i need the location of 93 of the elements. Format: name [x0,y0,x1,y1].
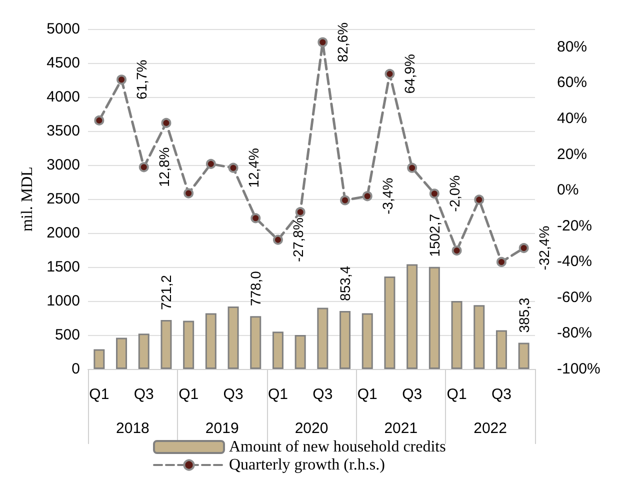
data-label: 721,2 [158,274,174,310]
bar [496,330,507,369]
data-label: 385,3 [516,298,532,333]
bar [250,316,262,369]
y2-tick-label: -80% [557,324,592,342]
data-label: 61,7% [134,60,150,100]
bar [116,338,128,369]
bar [183,320,194,369]
y2-tick-label: -60% [557,288,592,306]
point [116,74,127,85]
bar [160,320,172,369]
point [474,194,484,205]
y-tick-label: 1000 [46,292,80,310]
y-tick-label: 2500 [46,190,80,208]
point [272,234,283,245]
text: 2020 [294,420,328,437]
point [518,243,529,254]
bar [294,335,306,369]
x-tick-label: Q1 [178,386,199,403]
y-tick-label: 4500 [46,54,80,72]
x-tick-label: Q3 [223,386,244,403]
data-label: 1502,7 [426,214,442,257]
y-tick-label: 0 [72,360,80,378]
x-tick-label: Q3 [491,386,512,403]
bar [317,308,328,369]
bar [272,332,284,369]
x-tick-label: Q1 [357,386,378,403]
data-label: -32,4% [536,226,552,270]
bar [340,310,351,369]
bar [228,306,239,369]
bar [406,264,418,369]
y2-tick-label: 0% [557,182,579,199]
bar [94,349,105,369]
y2-tick-label: -100% [557,360,600,378]
data-label: 82,6% [334,22,351,62]
point [206,158,216,169]
point [161,118,172,128]
point [407,162,418,173]
y-tick-label: 4000 [46,88,80,106]
data-label: 778,0 [248,270,264,306]
data-label: -2,0% [446,175,462,212]
text: 2022 [474,420,507,437]
y-tick-label: 3500 [46,122,80,140]
bar [451,301,462,369]
data-label: 12,4% [245,148,262,188]
text: 2019 [205,420,239,437]
data-label: -3,4% [379,178,396,214]
point [362,191,372,202]
y-tick-label: 3000 [46,156,80,174]
point [384,68,395,79]
y-tick-label: 1500 [46,258,80,276]
y2-tick-label: 20% [557,146,588,163]
bar [474,305,485,369]
y2-tick-label: -20% [557,217,592,234]
text: 2018 [116,420,150,437]
data-label: 853,4 [337,266,354,301]
bar [205,313,216,369]
point [138,162,149,172]
data-label: -27,8% [290,218,306,262]
x-tick-label: Q1 [89,386,110,403]
point [452,246,462,256]
point [250,213,261,224]
point [228,162,238,173]
data-label: 64,9% [402,54,418,94]
point [496,256,506,267]
text: 2021 [384,420,418,437]
x-tick-label: Q3 [402,386,422,403]
x-tick-label: Q1 [268,386,288,403]
x-tick-label: Q3 [312,386,333,403]
data-label: 12,8% [156,147,172,187]
point [295,207,306,218]
y-axis-title: mil. MDL [19,166,36,232]
bar [428,266,440,369]
bar [384,276,396,369]
bar [362,313,373,369]
point [318,37,328,48]
legend-label: Quarterly growth (r.h.s.) [229,456,385,474]
legend-label: Amount of new household credits [229,438,446,456]
point [340,195,350,206]
y-tick-label: 2000 [46,224,80,242]
bar [138,334,150,369]
point [184,188,194,198]
point [429,188,440,199]
y-tick-label: 5000 [46,20,80,38]
y2-tick-label: 40% [557,110,588,127]
y2-tick-label: 80% [557,38,588,56]
point [94,115,104,126]
bar [518,342,530,369]
y2-tick-label: 60% [557,74,588,92]
y2-tick-label: -40% [557,253,592,270]
x-tick-label: Q1 [446,386,467,403]
x-tick-label: Q3 [134,386,154,403]
y-tick-label: 500 [54,326,80,344]
